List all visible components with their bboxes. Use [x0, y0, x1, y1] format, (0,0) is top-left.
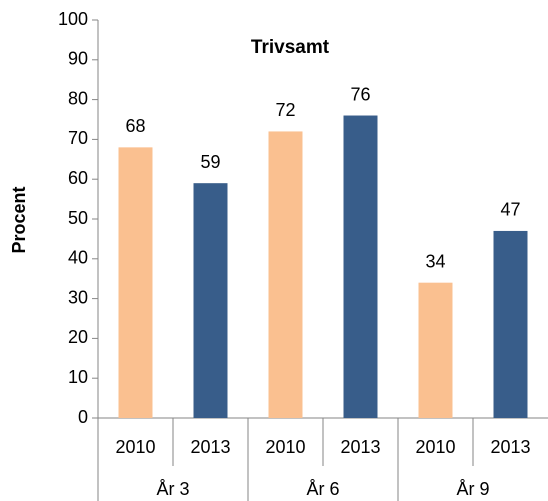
y-tick-label: 100 [58, 9, 88, 29]
data-label: 72 [275, 100, 295, 120]
data-label: 59 [200, 152, 220, 172]
data-label: 34 [425, 251, 445, 271]
bar [268, 131, 303, 418]
y-tick-label: 0 [78, 407, 88, 427]
y-axis-label: Procent [9, 186, 29, 253]
y-tick-label: 10 [68, 367, 88, 387]
y-tick-label: 80 [68, 88, 88, 108]
y-tick-label: 30 [68, 287, 88, 307]
bar [118, 147, 153, 419]
y-tick-label: 70 [68, 128, 88, 148]
x-tick-label: 2013 [190, 437, 230, 457]
x-tick-label: 2010 [265, 437, 305, 457]
group-label: År 6 [306, 479, 339, 499]
chart-title: Trivsamt [251, 37, 330, 58]
y-tick-label: 40 [68, 248, 88, 268]
data-label: 47 [500, 200, 520, 220]
bar [193, 183, 228, 418]
data-label: 76 [350, 84, 370, 104]
x-tick-label: 2013 [340, 437, 380, 457]
y-tick-label: 60 [68, 168, 88, 188]
bar [418, 282, 453, 418]
group-label: År 9 [456, 479, 489, 499]
bar [493, 230, 528, 418]
group-label: År 3 [156, 479, 189, 499]
x-tick-label: 2013 [490, 437, 530, 457]
y-tick-label: 50 [68, 208, 88, 228]
y-tick-label: 90 [68, 49, 88, 69]
bar [343, 115, 378, 419]
y-tick-label: 20 [68, 327, 88, 347]
data-label: 68 [125, 116, 145, 136]
x-tick-label: 2010 [115, 437, 155, 457]
x-tick-label: 2010 [415, 437, 455, 457]
